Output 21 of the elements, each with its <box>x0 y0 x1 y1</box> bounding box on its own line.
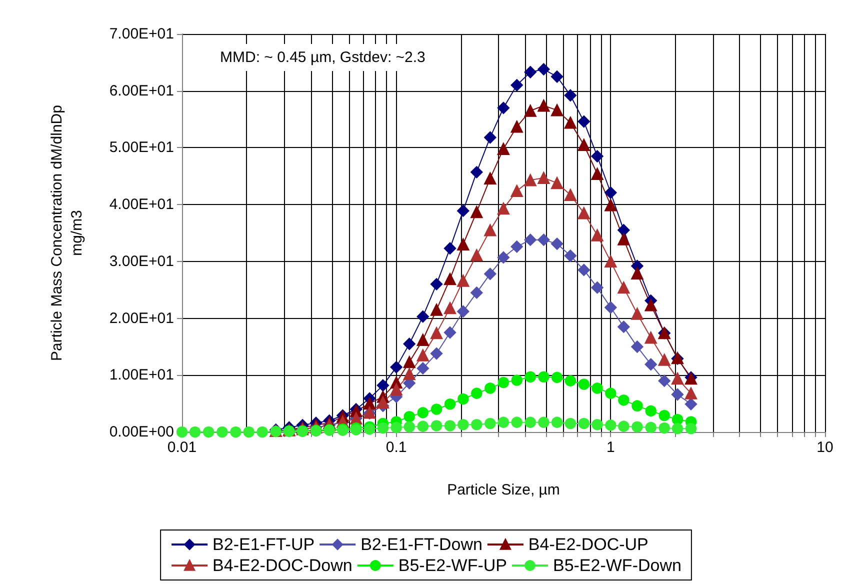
y-tick-label: 0.00E+00 <box>109 424 174 440</box>
x-axis-title: Particle Size, µm <box>447 482 560 498</box>
x-tick-label: 10 <box>816 439 834 456</box>
legend-label: B2-E1-FT-Down <box>360 535 482 554</box>
y-tick-label: 5.00E+01 <box>109 139 174 156</box>
y-tick-label: 7.00E+01 <box>109 26 174 42</box>
y-tick-label: 1.00E+01 <box>109 366 174 384</box>
legend-label: B5-E2-WF-Down <box>552 556 682 575</box>
x-tick-label: 1 <box>606 439 615 456</box>
legend-label: B4-E2-DOC-Down <box>212 556 352 575</box>
y-tick-label: 3.00E+01 <box>109 252 174 270</box>
y-axis-title: Particle Mass Concentration dM/dlnDp mg/m3 <box>48 105 86 361</box>
y-tick-label: 6.00E+01 <box>109 82 174 100</box>
y-tick-label: 4.00E+01 <box>109 196 174 214</box>
y-tick-label: 2.00E+01 <box>109 310 174 327</box>
legend-label: B4-E2-DOC-UP <box>528 535 648 554</box>
legend-label: B2-E1-FT-UP <box>212 535 315 554</box>
x-tick-label: 0.01 <box>167 439 197 456</box>
annotation: MMD: ~ 0.45 µm, Gstdev: ~2.3 <box>220 49 426 66</box>
x-tick-label: 0.1 <box>386 439 407 456</box>
legend-label: B5-E2-WF-UP <box>398 556 507 575</box>
